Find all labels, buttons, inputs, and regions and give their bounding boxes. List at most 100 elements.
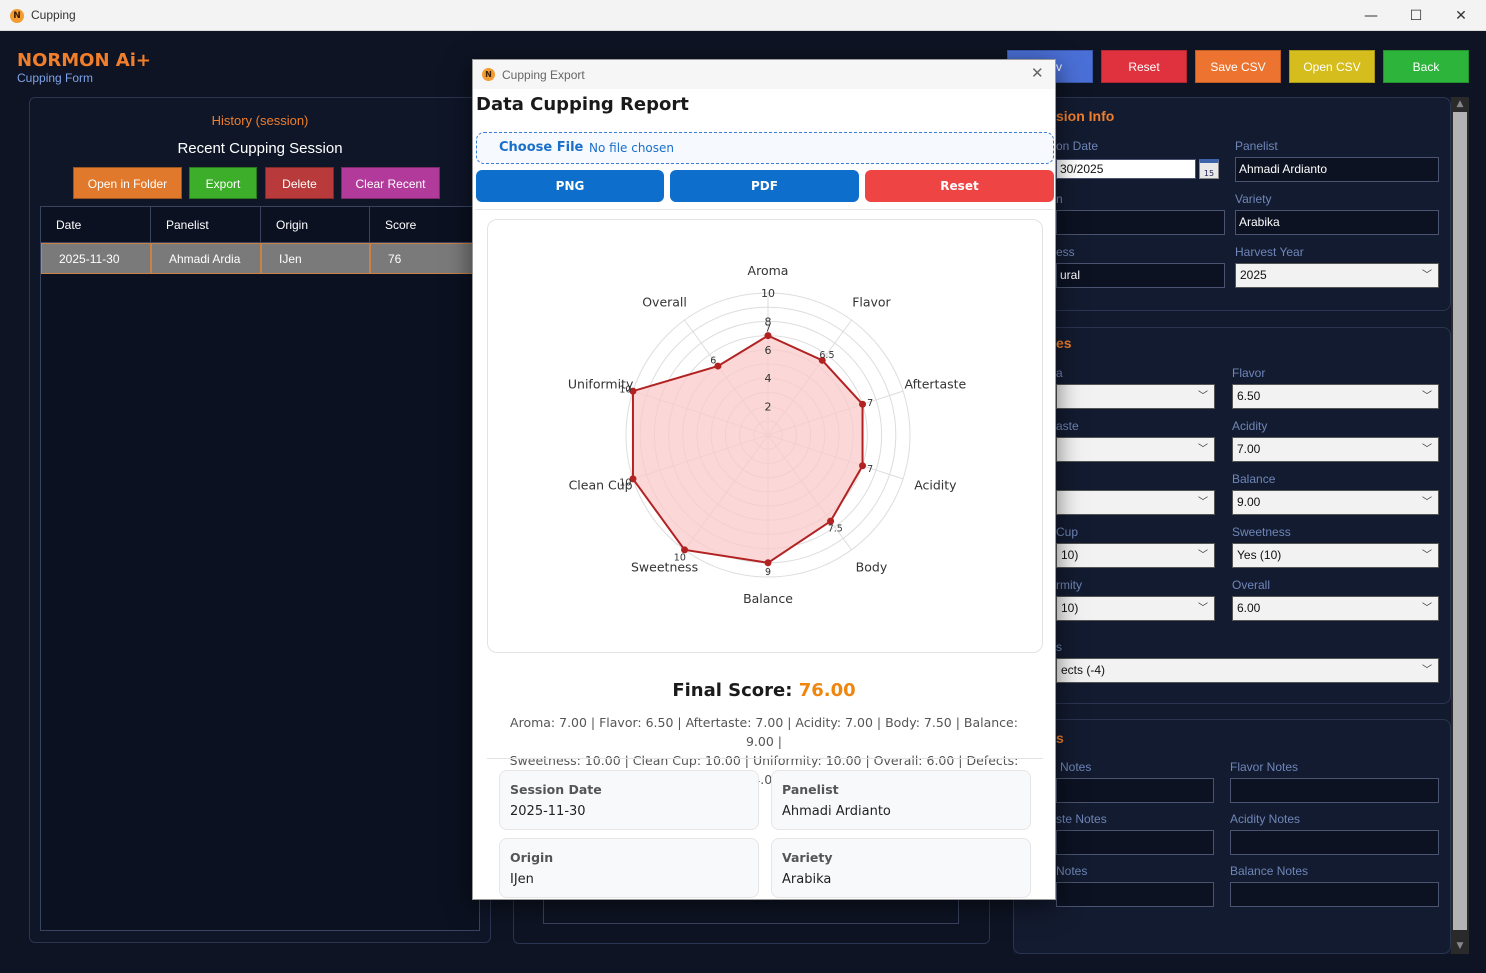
export-button[interactable]: Export <box>189 167 257 199</box>
aftertaste-notes-input[interactable] <box>1056 830 1214 855</box>
acidity-notes-input[interactable] <box>1230 830 1439 855</box>
sweetness-value: Yes (10) <box>1237 548 1282 562</box>
card-label: Origin <box>510 850 554 865</box>
uniformity-select[interactable]: 10) ﹀ <box>1056 596 1215 621</box>
cell-date: 2025-11-30 <box>41 243 151 274</box>
card-value: Arabika <box>782 872 832 887</box>
chevron-down-icon: ﹀ <box>1422 391 1432 402</box>
acidity-select[interactable]: 7.00 ﹀ <box>1232 437 1439 462</box>
dialog-title: Cupping Export <box>502 68 585 82</box>
save-csv-button[interactable]: Save CSV <box>1195 50 1281 83</box>
aftertaste-select[interactable]: ﹀ <box>1056 437 1215 462</box>
overall-value: 6.00 <box>1237 601 1261 615</box>
back-button[interactable]: Back <box>1383 50 1469 83</box>
pdf-button[interactable]: PDF <box>670 170 859 202</box>
category-label: Aroma <box>748 263 789 278</box>
flavor-notes-input[interactable] <box>1230 778 1439 803</box>
clear-recent-button[interactable]: Clear Recent <box>341 167 440 199</box>
variety-label: Variety <box>1235 192 1272 206</box>
chevron-down-icon: ﹀ <box>1422 497 1432 508</box>
uniformity-value: 10) <box>1061 601 1079 615</box>
data-label: 10 <box>619 385 631 396</box>
overall-select[interactable]: 6.00 ﹀ <box>1232 596 1439 621</box>
data-point <box>827 517 835 525</box>
variety-input[interactable]: Arabika <box>1235 210 1439 235</box>
score-breakdown-line: Aroma: 7.00 | Flavor: 6.50 | Aftertaste:… <box>510 715 1018 749</box>
category-label: Uniformity <box>568 376 634 391</box>
scroll-down-icon[interactable]: ▼ <box>1456 941 1464 951</box>
open-csv-button[interactable]: Open CSV <box>1289 50 1375 83</box>
card-label: Session Date <box>510 782 602 797</box>
brand-name: NORMON Ai+ <box>17 50 151 71</box>
column-header-score[interactable]: Score <box>370 207 481 243</box>
origin-input[interactable] <box>1056 210 1225 235</box>
session-date-card: Session Date 2025-11-30 <box>499 770 759 830</box>
delete-button[interactable]: Delete <box>265 167 334 199</box>
cupping-export-dialog: N Cupping Export ✕ Data Cupping Report C… <box>472 59 1056 900</box>
minimize-icon[interactable]: — <box>1364 8 1378 24</box>
data-label: 7 <box>867 464 873 475</box>
data-label: 7.5 <box>828 524 843 535</box>
column-header-date[interactable]: Date <box>41 207 151 243</box>
form-scrollbar-thumb[interactable] <box>1453 112 1467 930</box>
new-button-label: v <box>1056 60 1062 74</box>
data-point <box>629 387 637 395</box>
window-titlebar: N Cupping — ☐ ✕ <box>0 0 1486 31</box>
clean-cup-value: 10) <box>1061 548 1079 562</box>
close-icon[interactable]: ✕ <box>1031 64 1044 82</box>
final-score: Final Score: 76.00 <box>475 680 1053 701</box>
uniformity-label: rmity <box>1056 578 1082 592</box>
session-date-label: on Date <box>1056 139 1099 153</box>
aroma-select[interactable]: ﹀ <box>1056 384 1215 409</box>
defects-select[interactable]: ects (-4) ﹀ <box>1056 658 1439 683</box>
app-logo-icon: N <box>10 9 24 23</box>
flavor-select[interactable]: 6.50 ﹀ <box>1232 384 1439 409</box>
category-label: Acidity <box>914 478 957 493</box>
balance-select[interactable]: 9.00 ﹀ <box>1232 490 1439 515</box>
chevron-down-icon: ﹀ <box>1198 497 1208 508</box>
body-notes-input[interactable] <box>1056 882 1214 907</box>
final-score-value: 76.00 <box>798 680 856 701</box>
maximize-icon[interactable]: ☐ <box>1409 8 1423 24</box>
aroma-notes-input[interactable] <box>1056 778 1214 803</box>
panelist-input[interactable]: Ahmadi Ardianto <box>1235 157 1439 182</box>
data-point <box>764 559 772 567</box>
body-select[interactable]: ﹀ <box>1056 490 1215 515</box>
history-subtitle: Recent Cupping Session <box>177 140 343 157</box>
process-input[interactable]: ural <box>1056 263 1225 288</box>
harvest-year-select[interactable]: 2025 ﹀ <box>1235 263 1439 288</box>
column-header-origin[interactable]: Origin <box>261 207 370 243</box>
calendar-icon[interactable]: 15 <box>1199 159 1219 179</box>
session-date-input[interactable]: 30/2025 <box>1056 159 1196 179</box>
brand-subtitle: Cupping Form <box>17 71 94 85</box>
variety-card: Variety Arabika <box>771 838 1031 898</box>
acidity-value: 7.00 <box>1237 442 1261 456</box>
r-tick-label: 2 <box>765 401 772 414</box>
file-picker[interactable]: Choose File No file chosen <box>476 132 1054 164</box>
sweetness-select[interactable]: Yes (10) ﹀ <box>1232 543 1439 568</box>
png-button[interactable]: PNG <box>476 170 664 202</box>
dialog-reset-button[interactable]: Reset <box>865 170 1054 202</box>
chevron-down-icon: ﹀ <box>1422 270 1432 281</box>
harvest-year-label: Harvest Year <box>1235 245 1304 259</box>
scroll-up-icon[interactable]: ▲ <box>1456 99 1464 109</box>
panelist-label: Panelist <box>1235 139 1278 153</box>
close-window-icon[interactable]: ✕ <box>1455 8 1467 24</box>
category-label: Body <box>856 560 888 575</box>
reset-button[interactable]: Reset <box>1101 50 1187 83</box>
clean-cup-select[interactable]: 10) ﹀ <box>1056 543 1215 568</box>
column-header-panelist[interactable]: Panelist <box>151 207 261 243</box>
category-label: Aftertaste <box>905 376 967 391</box>
data-point <box>681 546 689 554</box>
balance-notes-input[interactable] <box>1230 882 1439 907</box>
category-label: Balance <box>743 591 793 606</box>
choose-file-button[interactable]: Choose File <box>499 140 584 155</box>
report-title: Data Cupping Report <box>476 94 689 115</box>
r-tick-label: 8 <box>765 315 772 328</box>
open-in-folder-button[interactable]: Open in Folder <box>73 167 182 199</box>
scores-title: es <box>1056 335 1072 351</box>
data-point <box>764 332 772 340</box>
data-label: 6 <box>710 356 716 367</box>
cell-panelist: Ahmadi Ardia <box>151 243 261 274</box>
data-label: 10 <box>674 552 686 563</box>
